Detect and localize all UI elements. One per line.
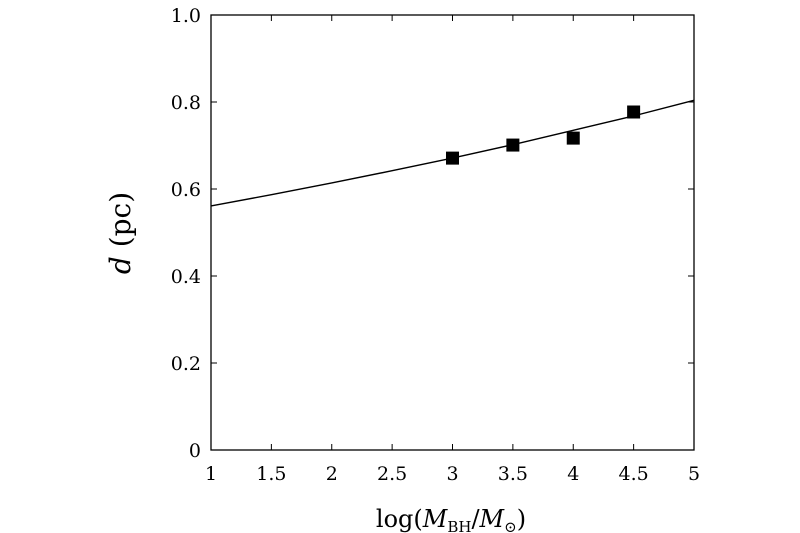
x-tick-label: 5 bbox=[688, 463, 700, 485]
x-tick-label: 2.5 bbox=[377, 463, 407, 485]
data-point bbox=[627, 105, 641, 119]
data-point bbox=[446, 151, 459, 165]
y-tick-label: 0 bbox=[189, 440, 201, 462]
x-axis-label: log(MBH/M⊙) bbox=[376, 505, 526, 533]
y-tick-label: 1.0 bbox=[171, 5, 201, 27]
x-tick-label: 1.5 bbox=[256, 463, 286, 485]
plot-frame bbox=[210, 14, 695, 451]
x-tick-label: 3 bbox=[446, 463, 458, 485]
x-tick-label: 2 bbox=[326, 463, 338, 485]
plot-area: 1 1.5 2 2.5 3 3.5 4 4.5 5 0 0.2 0.4 0.6 0.8 1.0 bbox=[171, 5, 700, 485]
data-point bbox=[506, 138, 520, 152]
y-axis-label: d (pc) bbox=[104, 192, 137, 274]
data-point bbox=[566, 131, 580, 145]
y-tick-label: 0.2 bbox=[171, 353, 201, 375]
x-tick-label: 4.5 bbox=[619, 463, 649, 485]
x-tick-label: 1 bbox=[205, 463, 217, 485]
y-tick-label: 0.8 bbox=[171, 92, 201, 114]
x-tick-label: 3.5 bbox=[498, 463, 528, 485]
y-tick-label: 0.6 bbox=[171, 179, 201, 201]
x-tick-label: 4 bbox=[567, 463, 579, 485]
y-tick-label: 0.4 bbox=[171, 266, 201, 288]
